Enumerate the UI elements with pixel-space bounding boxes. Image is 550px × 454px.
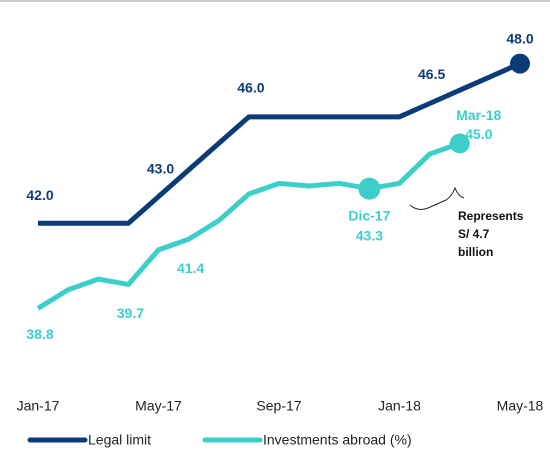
marker	[358, 177, 381, 200]
annotation: Dic-17	[348, 207, 390, 223]
data-label: 43.3	[356, 227, 383, 243]
line	[36, 141, 461, 311]
data-label: 42.0	[26, 187, 53, 203]
data-label: 38.8	[26, 326, 53, 342]
marker	[510, 53, 530, 74]
x-tick-label: Jan-17	[17, 398, 60, 414]
line	[38, 61, 522, 226]
data-label: 45.0	[465, 126, 492, 142]
brace	[409, 186, 465, 210]
note: Represents	[458, 209, 524, 223]
x-tick-label: Jan-18	[378, 398, 421, 414]
data-label: 39.7	[117, 305, 144, 321]
x-tick-label: May-18	[497, 398, 544, 414]
x-tick-label: Sep-17	[256, 398, 301, 414]
legend-label: Investments abroad (%)	[263, 432, 412, 448]
annotation: Mar-18	[456, 107, 501, 123]
data-label: 46.5	[418, 66, 445, 82]
data-label: 48.0	[506, 30, 533, 46]
legend-label: Legal limit	[88, 432, 151, 448]
note: billion	[458, 245, 493, 259]
data-label: 41.4	[177, 260, 204, 276]
note: S/ 4.7	[458, 227, 490, 241]
x-tick-label: May-17	[135, 398, 182, 414]
data-label: 43.0	[147, 160, 174, 176]
marker	[449, 133, 470, 154]
data-label: 46.0	[237, 80, 264, 96]
